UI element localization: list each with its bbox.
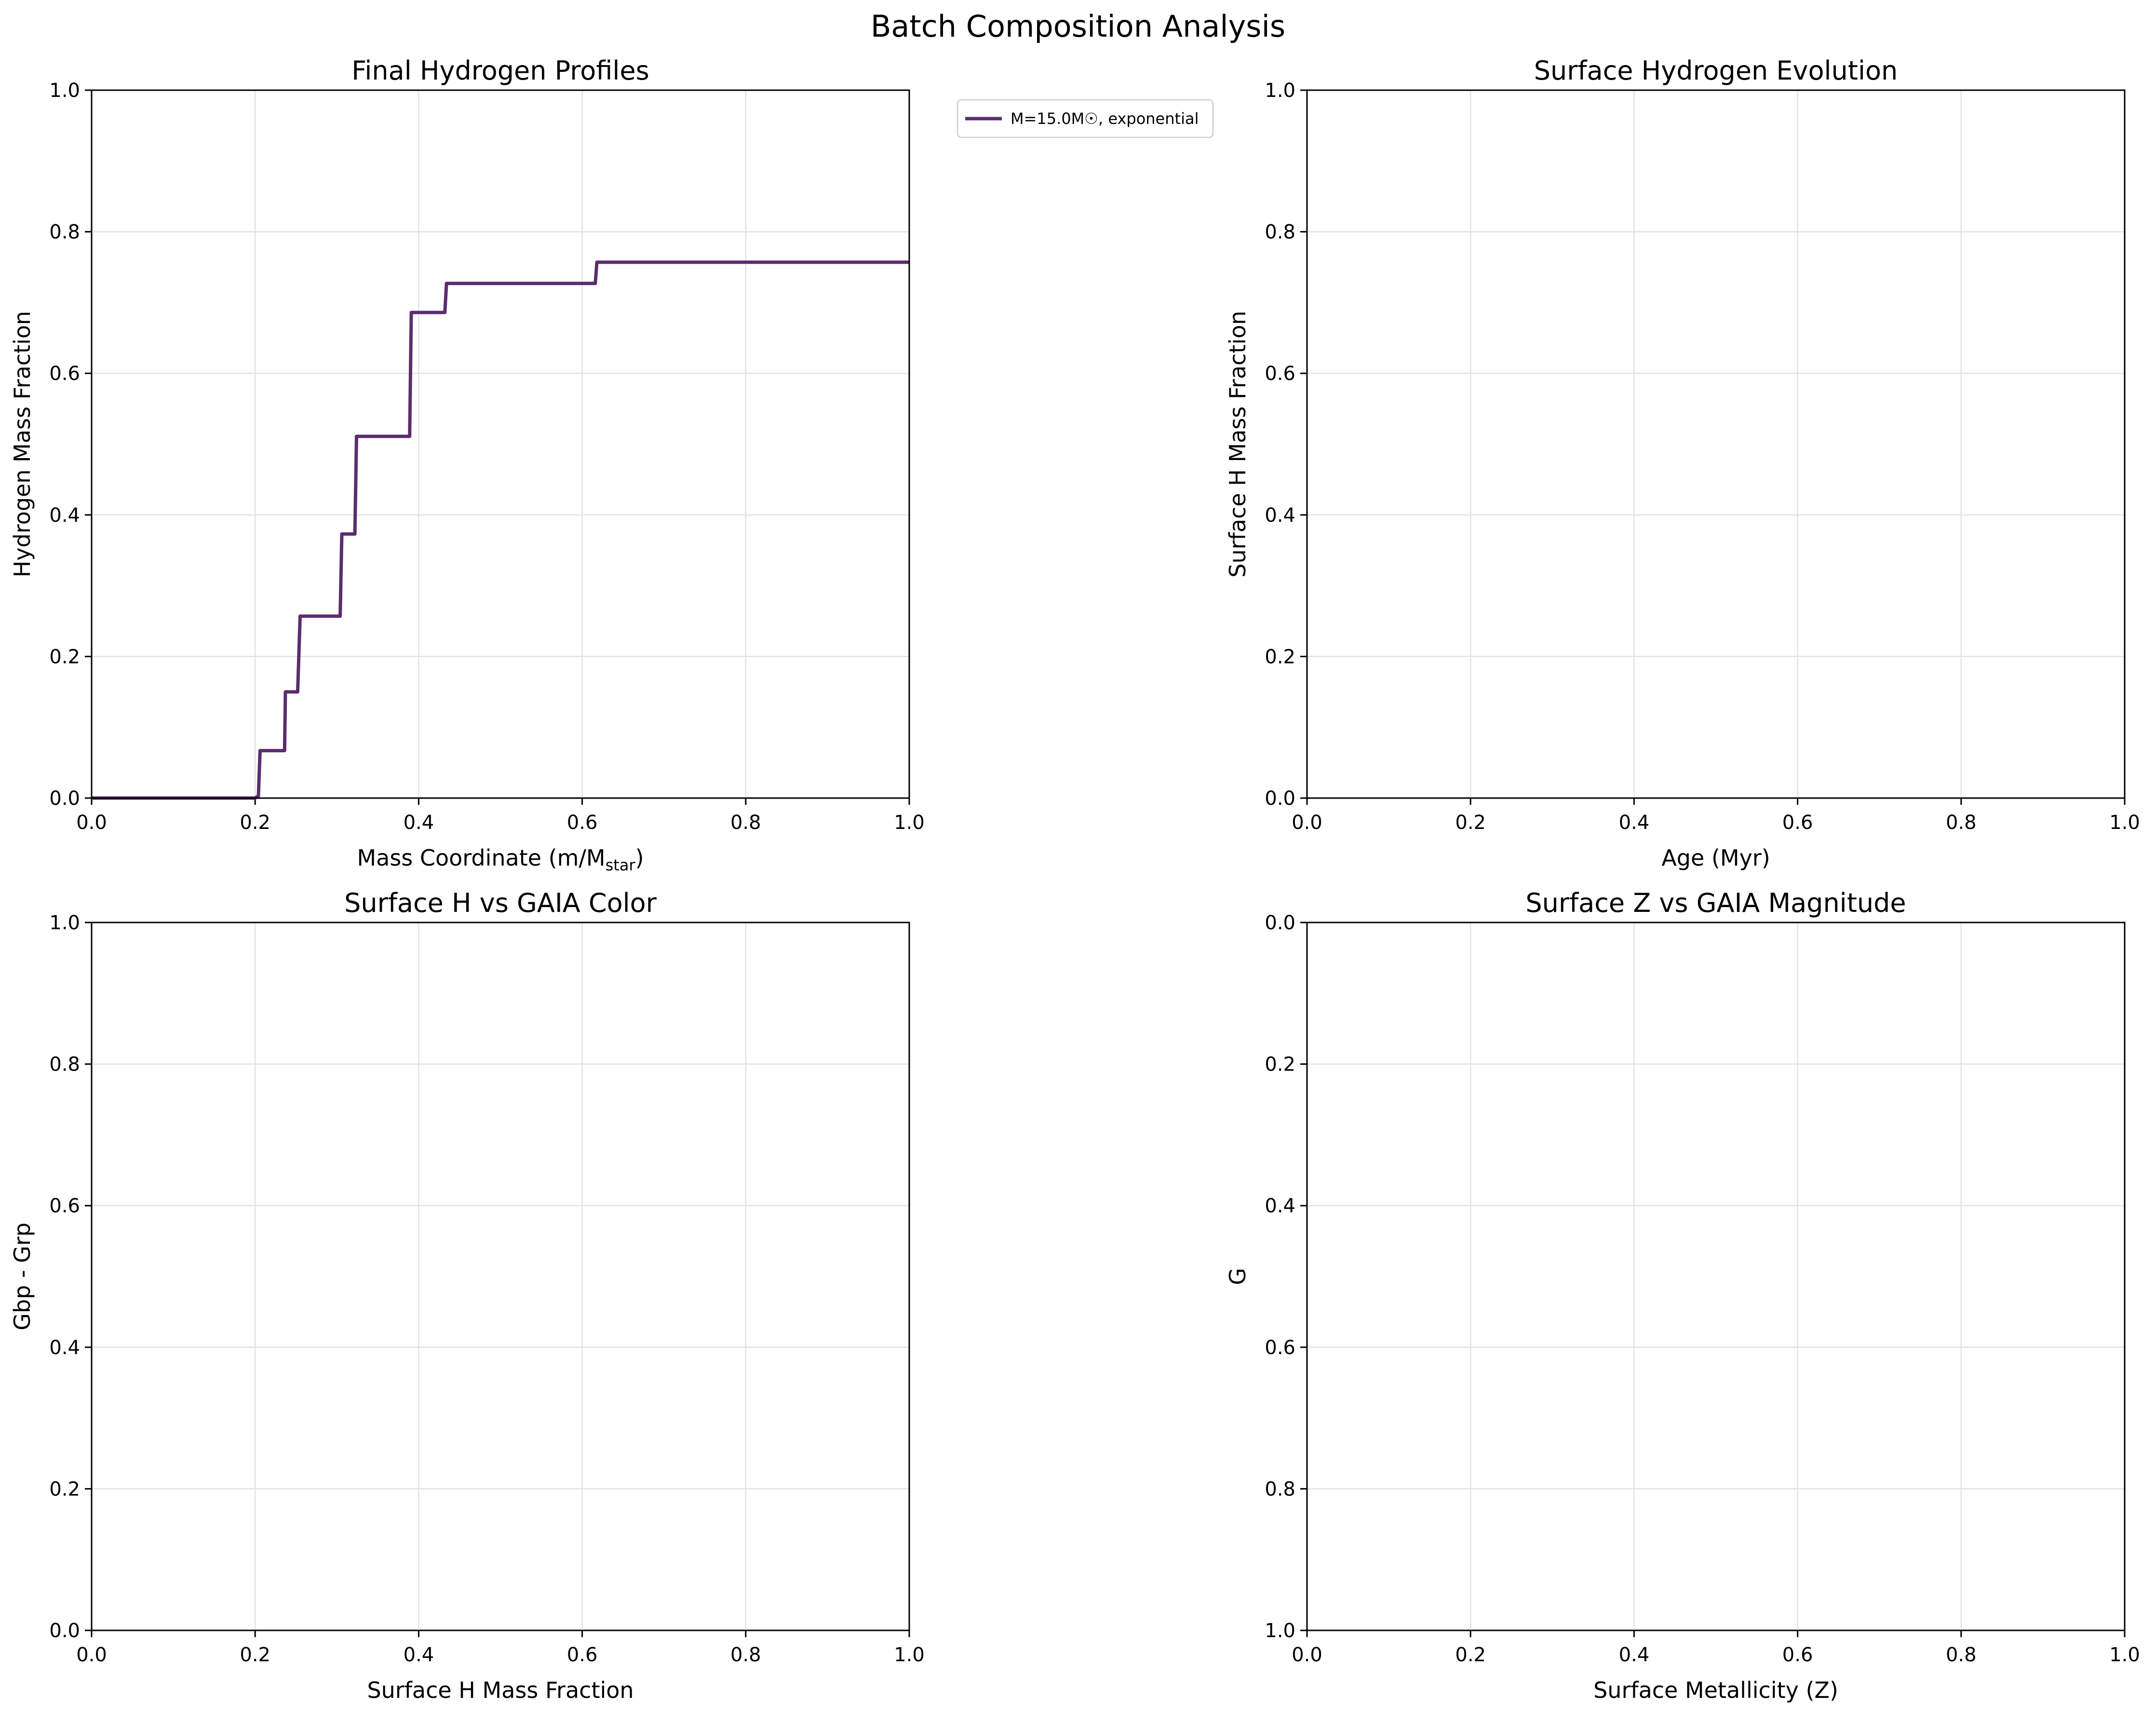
y-tick-label: 0.0 bbox=[49, 1620, 80, 1642]
y-tick-label: 0.8 bbox=[49, 221, 80, 244]
legend-entry: M=15.0M☉, exponential bbox=[1011, 109, 1199, 128]
y-tick-label: 0.6 bbox=[49, 1195, 80, 1217]
x-tick-label: 0.2 bbox=[1455, 812, 1486, 834]
y-tick-label: 0.4 bbox=[1265, 1195, 1295, 1217]
x-tick-label: 0.6 bbox=[1782, 1644, 1813, 1666]
x-tick-label: 0.2 bbox=[240, 1644, 270, 1666]
y-tick-label: 0.2 bbox=[1265, 646, 1295, 668]
y-tick-label: 0.0 bbox=[1265, 912, 1295, 934]
subplot-title: Surface H vs GAIA Color bbox=[344, 888, 657, 918]
y-tick-label: 0.2 bbox=[1265, 1054, 1295, 1076]
x-tick-label: 0.6 bbox=[1782, 812, 1813, 834]
x-tick-label: 0.0 bbox=[76, 1644, 107, 1666]
y-tick-label: 0.8 bbox=[1265, 221, 1295, 244]
subplot-1: 0.0 0.2 0.4 0.6 0.8 1.0 0.0 0.2 0.4 0.6 0.8 1.0 Fina… bbox=[9, 55, 1214, 874]
x-axis-label: Age (Myr) bbox=[1661, 845, 1770, 871]
x-tick-label: 1.0 bbox=[2109, 1644, 2140, 1666]
y-tick-label: 0.4 bbox=[49, 1337, 80, 1359]
figure-title: Batch Composition Analysis bbox=[871, 9, 1285, 44]
x-tick-label: 0.0 bbox=[76, 812, 107, 834]
y-tick-label: 1.0 bbox=[49, 80, 80, 102]
y-axis-label: Gbp - Grp bbox=[9, 1222, 35, 1330]
y-tick-label: 1.0 bbox=[1265, 80, 1295, 102]
y-tick-label: 0.8 bbox=[1265, 1478, 1295, 1500]
y-tick-label: 0.2 bbox=[49, 1478, 80, 1500]
x-tick-label: 0.4 bbox=[1619, 1644, 1650, 1666]
x-tick-label: 0.0 bbox=[1292, 812, 1322, 834]
x-tick-label: 0.4 bbox=[404, 812, 434, 834]
y-tick-label: 0.0 bbox=[49, 787, 80, 810]
subplot-2: 0.0 0.2 0.4 0.6 0.8 1.0 0.0 0.2 0.4 0.6 0.8 1.0 Surf… bbox=[1225, 55, 2140, 871]
x-axis-label: Surface Metallicity (Z) bbox=[1593, 1677, 1838, 1703]
y-axis-label: G bbox=[1225, 1268, 1251, 1285]
y-tick-label: 1.0 bbox=[49, 912, 80, 934]
x-tick-label: 1.0 bbox=[894, 1644, 925, 1666]
subplot-4: 0.0 0.2 0.4 0.6 0.8 1.00.00.20.40.60.81.0Surf… bbox=[1225, 888, 2140, 1703]
y-tick-label: 0.4 bbox=[49, 504, 80, 527]
x-tick-label: 1.0 bbox=[2109, 812, 2140, 834]
y-tick-label: 0.4 bbox=[1265, 504, 1295, 527]
y-tick-label: 0.2 bbox=[49, 646, 80, 668]
x-axis-label: Surface H Mass Fraction bbox=[367, 1677, 633, 1703]
subplot-title: Surface Z vs GAIA Magnitude bbox=[1525, 888, 1906, 918]
x-tick-label: 0.8 bbox=[1946, 812, 1977, 834]
x-tick-label: 0.6 bbox=[567, 1644, 598, 1666]
legend-box bbox=[957, 99, 1214, 138]
x-tick-label: 0.8 bbox=[730, 812, 761, 834]
x-tick-label: 0.4 bbox=[1619, 812, 1650, 834]
x-tick-label: 0.2 bbox=[240, 812, 270, 834]
legend: M=15.0M☉, exponential bbox=[957, 99, 1214, 138]
x-tick-label: 0.4 bbox=[404, 1644, 434, 1666]
subplot-3: 0.0 0.2 0.4 0.6 0.8 1.0 0.0 0.2 0.4 0.6 0.8 1.0 Surf… bbox=[9, 888, 925, 1703]
series-line bbox=[92, 260, 909, 800]
x-tick-label: 1.0 bbox=[894, 812, 925, 834]
x-tick-label: 0.0 bbox=[1292, 1644, 1322, 1666]
axes-frame bbox=[91, 89, 910, 799]
y-axis-label: Hydrogen Mass Fraction bbox=[9, 311, 35, 577]
y-tick-label: 0.0 bbox=[1265, 787, 1295, 810]
subplot-grid: 0.0 0.2 0.4 0.6 0.8 1.00.00.20.40.60.81.0Fina… bbox=[9, 55, 2140, 1703]
y-tick-label: 0.6 bbox=[1265, 1337, 1295, 1359]
x-tick-label: 0.8 bbox=[730, 1644, 761, 1666]
x-axis-label-tail: ) bbox=[635, 845, 644, 871]
y-tick-label: 0.6 bbox=[49, 363, 80, 385]
subplot-title: Surface Hydrogen Evolution bbox=[1534, 55, 1898, 86]
x-tick-label: 0.2 bbox=[1455, 1644, 1486, 1666]
x-axis-label-subscript: star bbox=[606, 856, 636, 874]
y-axis-label: Surface H Mass Fraction bbox=[1225, 311, 1251, 577]
x-tick-label: 0.8 bbox=[1946, 1644, 1977, 1666]
axes-frame bbox=[1306, 89, 2126, 799]
axes-frame bbox=[1306, 922, 2126, 1631]
y-tick-label: 0.6 bbox=[1265, 363, 1295, 385]
x-axis-label: Mass Coordinate (m/Mstar) bbox=[357, 845, 644, 874]
y-tick-label: 1.0 bbox=[1265, 1620, 1295, 1642]
y-tick-label: 0.8 bbox=[49, 1054, 80, 1076]
x-tick-label: 0.6 bbox=[567, 812, 598, 834]
axes-frame bbox=[91, 922, 910, 1631]
subplot-title: Final Hydrogen Profiles bbox=[351, 55, 649, 86]
